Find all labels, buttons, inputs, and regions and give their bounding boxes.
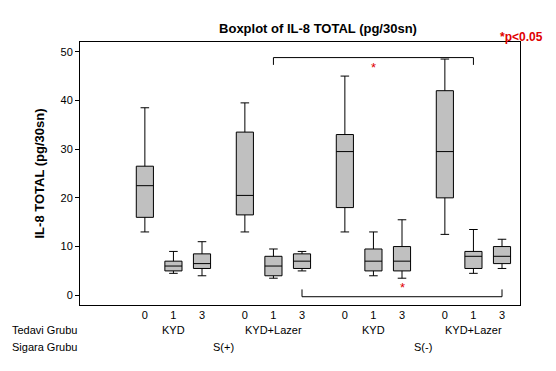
svg-text:3: 3 [199, 309, 205, 321]
svg-text:0: 0 [342, 309, 348, 321]
svg-text:40: 40 [61, 94, 73, 106]
svg-text:1: 1 [470, 309, 476, 321]
svg-text:1: 1 [170, 309, 176, 321]
svg-text:KYD: KYD [162, 324, 185, 336]
svg-text:20: 20 [61, 192, 73, 204]
svg-text:*p<0.05: *p<0.05 [500, 30, 543, 44]
svg-text:30: 30 [61, 143, 73, 155]
svg-text:KYD+Lazer: KYD+Lazer [445, 324, 502, 336]
svg-text:*: * [400, 280, 405, 295]
svg-text:0: 0 [442, 309, 448, 321]
svg-text:Sigara Grubu: Sigara Grubu [12, 341, 77, 353]
svg-text:Boxplot of IL-8 TOTAL (pg/30sn: Boxplot of IL-8 TOTAL (pg/30sn) [219, 21, 417, 36]
svg-text:3: 3 [399, 309, 405, 321]
svg-text:*: * [371, 60, 376, 75]
svg-text:0: 0 [67, 289, 73, 301]
svg-text:10: 10 [61, 240, 73, 252]
svg-text:0: 0 [242, 309, 248, 321]
svg-text:1: 1 [370, 309, 376, 321]
svg-text:0: 0 [142, 309, 148, 321]
svg-text:50: 50 [61, 46, 73, 58]
svg-text:1: 1 [270, 309, 276, 321]
svg-text:KYD+Lazer: KYD+Lazer [245, 324, 302, 336]
svg-text:Tedavi Grubu: Tedavi Grubu [12, 324, 77, 336]
svg-text:KYD: KYD [362, 324, 385, 336]
svg-text:3: 3 [299, 309, 305, 321]
svg-text:IL-8 TOTAL (pg/30sn): IL-8 TOTAL (pg/30sn) [32, 108, 47, 238]
svg-text:S(+): S(+) [213, 341, 234, 353]
svg-text:S(-): S(-) [414, 341, 432, 353]
svg-text:3: 3 [499, 309, 505, 321]
